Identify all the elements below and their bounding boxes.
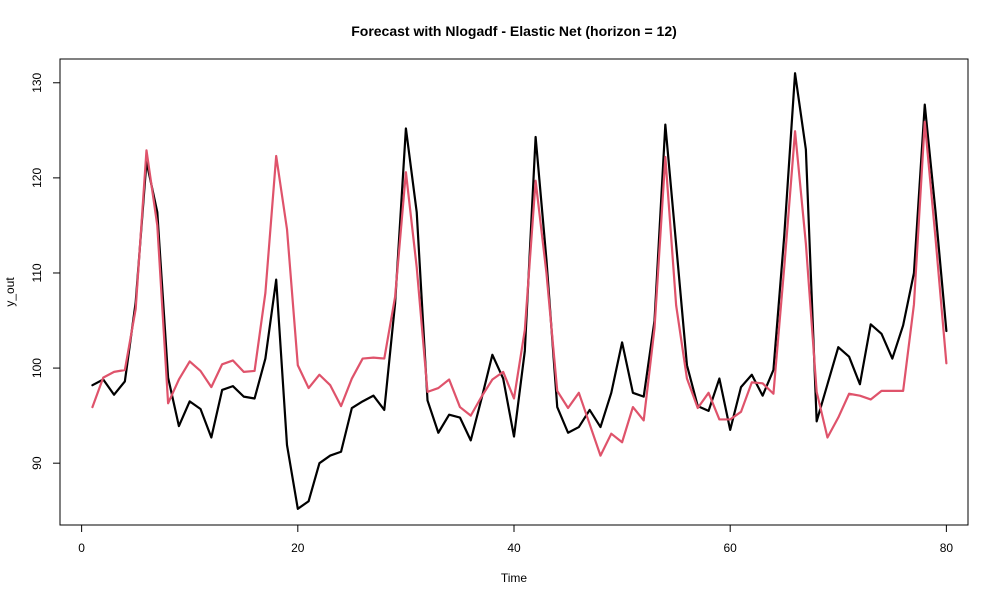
- x-tick-label: 80: [940, 541, 954, 555]
- series-layer: [91, 72, 948, 510]
- x-axis: 0 20 40 60 80: [78, 524, 954, 555]
- x-tick-label: 60: [724, 541, 738, 555]
- series-line-1: [91, 72, 948, 510]
- x-tick-label: 40: [507, 541, 521, 555]
- y-tick-label: 90: [30, 456, 44, 470]
- chart-title: Forecast with Nlogadf - Elastic Net (hor…: [351, 23, 677, 39]
- x-axis-label: Time: [501, 571, 528, 585]
- y-tick-label: 100: [30, 358, 44, 378]
- plot-frame: [59, 58, 969, 526]
- series-line-2: [91, 120, 948, 457]
- y-axis-label: y_out: [3, 277, 17, 307]
- x-tick-label: 20: [291, 541, 305, 555]
- x-tick-label: 0: [78, 541, 85, 555]
- y-tick-label: 110: [30, 263, 44, 282]
- y-tick-label: 120: [30, 168, 44, 188]
- y-tick-label: 130: [30, 72, 44, 92]
- y-axis: 90 100 110 120 130: [30, 72, 61, 470]
